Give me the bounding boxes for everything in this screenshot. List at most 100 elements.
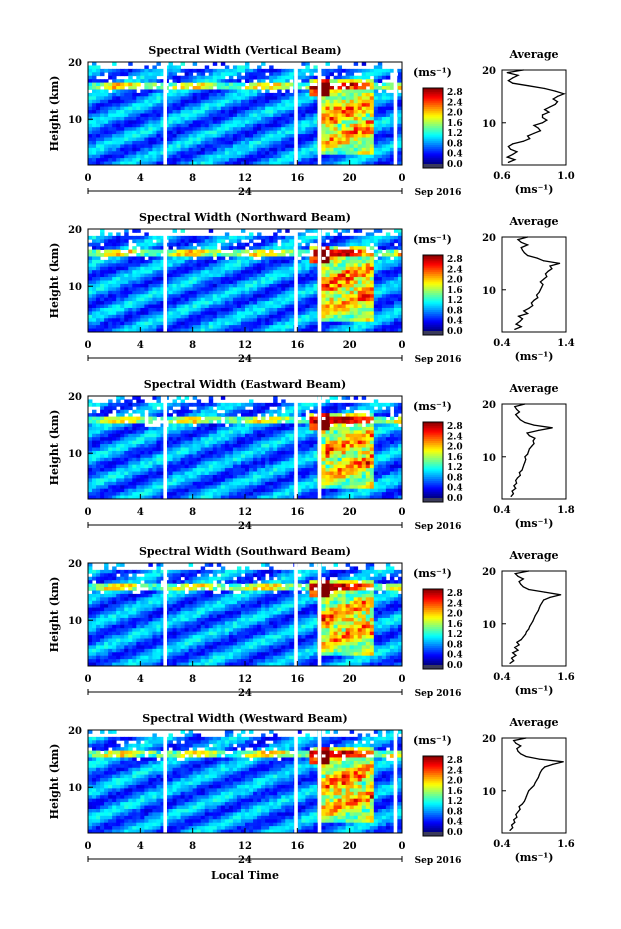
heatmap-cell xyxy=(192,151,198,156)
colorbar-segment xyxy=(423,272,443,275)
heatmap-cell xyxy=(369,151,375,156)
heatmap-cell xyxy=(261,409,266,414)
heatmap-cell xyxy=(108,154,113,159)
heatmap-cell xyxy=(140,249,145,254)
heatmap-cell xyxy=(188,259,194,264)
heatmap-cell xyxy=(124,92,129,97)
heatmap-cell xyxy=(88,144,93,149)
heatmap-cell xyxy=(220,294,226,299)
heatmap-cell xyxy=(341,113,347,118)
heatmap-cell xyxy=(236,151,242,156)
heatmap-cell xyxy=(349,416,355,421)
heatmap-cell xyxy=(156,239,161,244)
heatmap-cell xyxy=(136,79,141,83)
heatmap-cell xyxy=(397,325,403,329)
heatmap-cell xyxy=(236,307,242,312)
heatmap-cell xyxy=(361,120,367,125)
heatmap-cell xyxy=(301,99,306,104)
heatmap-cell xyxy=(301,137,306,142)
heatmap-cell xyxy=(232,270,238,275)
heatmap-cell xyxy=(249,82,254,87)
heatmap-cell xyxy=(228,113,234,118)
heatmap-cell xyxy=(200,259,206,264)
heatmap-cell xyxy=(301,402,306,407)
heatmap-cell xyxy=(124,113,129,118)
heatmap-cell xyxy=(261,147,266,152)
heatmap-cell xyxy=(152,304,157,309)
heatmap-cell xyxy=(377,147,383,152)
heatmap-cell xyxy=(112,113,117,118)
colorbar-tick-label: 1.6 xyxy=(447,119,463,129)
profile-point xyxy=(539,281,542,283)
heatmap-cell xyxy=(176,89,181,94)
heatmap-cell xyxy=(261,256,266,261)
heatmap-cell xyxy=(208,280,214,285)
heatmap-cell xyxy=(265,106,270,111)
heatmap-cell xyxy=(265,134,270,138)
heatmap-cell xyxy=(92,65,97,70)
heatmap-cell xyxy=(156,161,161,166)
heatmap-cell xyxy=(136,75,141,80)
heatmap-cell xyxy=(257,140,262,145)
profile-title: Average xyxy=(508,48,558,61)
heatmap-cell xyxy=(369,134,375,138)
heatmap-cell xyxy=(200,144,206,149)
heatmap-cell xyxy=(337,110,343,114)
heatmap-cell xyxy=(108,406,113,411)
heatmap-cell xyxy=(124,127,129,132)
heatmap-cell xyxy=(269,402,274,407)
profile-point xyxy=(552,98,554,100)
heatmap-cell xyxy=(236,72,242,77)
heatmap-cell xyxy=(273,106,278,111)
heatmap-cell xyxy=(349,321,355,326)
heatmap-cell xyxy=(212,307,218,312)
heatmap-cell xyxy=(289,72,294,77)
heatmap-cell xyxy=(168,137,173,142)
heatmap-cell xyxy=(144,273,149,278)
heatmap-cell xyxy=(381,130,387,135)
heatmap-cell xyxy=(261,99,266,104)
heatmap-cell xyxy=(140,113,145,118)
heatmap-cell xyxy=(140,256,145,261)
heatmap-cell xyxy=(273,409,278,414)
heatmap-cell xyxy=(301,123,306,128)
heatmap-cell xyxy=(385,127,391,132)
heatmap-cell xyxy=(265,266,270,271)
heatmap-cell xyxy=(148,402,153,407)
heatmap-cell xyxy=(208,144,214,149)
heatmap-cell xyxy=(92,277,97,281)
heatmap-cell xyxy=(180,242,186,247)
heatmap-cell xyxy=(269,307,274,312)
heatmap-cell xyxy=(261,103,266,108)
heatmap-cell xyxy=(232,151,238,156)
heatmap-cell xyxy=(136,396,141,400)
heatmap-cell xyxy=(112,123,117,128)
profile-point xyxy=(506,72,508,74)
heatmap-cell xyxy=(128,266,133,271)
heatmap-cell xyxy=(216,116,222,121)
heatmap-cell xyxy=(232,68,238,73)
heatmap-cell xyxy=(245,325,250,329)
colorbar-segment xyxy=(423,287,443,290)
heatmap-cell xyxy=(168,294,173,299)
colorbar-segment xyxy=(423,283,443,286)
heatmap-cell xyxy=(216,253,222,257)
heatmap-cell xyxy=(200,270,206,275)
heatmap-cell xyxy=(341,79,347,83)
heatmap-cell xyxy=(353,130,359,135)
heatmap-cell xyxy=(228,86,234,90)
heatmap-cell xyxy=(168,65,173,70)
heatmap-cell xyxy=(208,158,214,162)
heatmap-cell xyxy=(104,79,109,83)
colorbar-segment xyxy=(423,300,443,303)
heatmap-cell xyxy=(329,297,334,302)
heatmap-cell xyxy=(249,239,254,244)
heatmap-cell xyxy=(88,423,93,428)
heatmap-cell xyxy=(281,311,286,316)
heatmap-cell xyxy=(389,82,395,87)
heatmap-cell xyxy=(389,239,395,244)
heatmap-cell xyxy=(273,280,278,285)
heatmap-cell xyxy=(381,246,387,250)
panel-title: Spectral Width (Northward Beam) xyxy=(139,211,351,224)
heatmap-cell xyxy=(180,239,186,244)
